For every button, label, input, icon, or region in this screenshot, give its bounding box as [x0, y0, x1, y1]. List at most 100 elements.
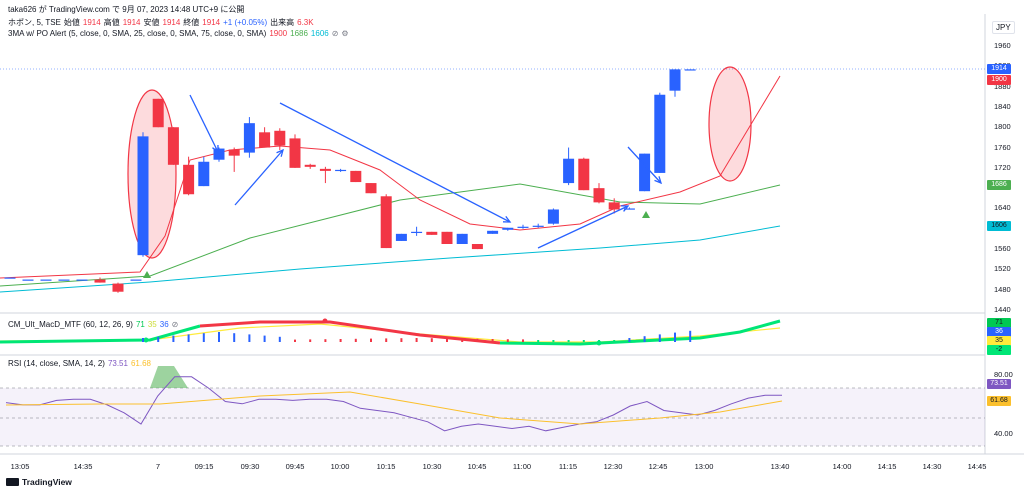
macd-value-3: 36: [159, 320, 169, 329]
candle-body: [654, 94, 666, 173]
candle-body: [623, 208, 635, 210]
candle-body: [167, 127, 179, 165]
macd-histogram-bar: [461, 338, 464, 342]
time-tick-label: 11:00: [512, 462, 532, 471]
time-tick-label: 14:15: [877, 462, 897, 471]
candle-body: [395, 233, 407, 241]
macd-histogram-bar: [172, 335, 175, 342]
alert-triangle: [143, 271, 151, 278]
candle-body: [487, 230, 499, 234]
rsi-legend[interactable]: RSI (14, close, SMA, 14, 2) 73.51 61.68: [8, 359, 151, 368]
high-value: 1914: [122, 18, 141, 27]
candle-body: [578, 158, 590, 191]
macd-histogram-bar: [202, 333, 205, 342]
macd-line: [499, 319, 781, 346]
time-tick-label: 10:00: [330, 462, 350, 471]
rsi-line: [5, 376, 782, 432]
price-tick-label: 1880: [994, 81, 1011, 91]
time-tick-label: 14:35: [73, 462, 93, 471]
candle-body: [547, 209, 559, 224]
time-tick-label: 10:30: [422, 462, 442, 471]
macd-indicator-label[interactable]: CM_Ult_MacD_MTF (60, 12, 26, 9): [8, 320, 133, 329]
footer-brand[interactable]: TradingView: [6, 477, 72, 487]
publish-line: taka626 が TradingView.com で 9月 07, 2023 …: [8, 5, 245, 14]
candle-body: [22, 279, 34, 281]
ma-legend[interactable]: 3MA w/ PO Alert (5, close, 0, SMA, 25, c…: [8, 29, 349, 38]
candle-body: [152, 98, 164, 128]
time-tick-label: 09:30: [240, 462, 260, 471]
candle-body: [502, 227, 514, 230]
macd-histogram-bar: [446, 338, 448, 342]
macd-legend[interactable]: CM_Ult_MacD_MTF (60, 12, 26, 9) 71 35 36…: [8, 320, 178, 329]
macd-histogram-bar: [142, 338, 144, 342]
candle-body: [137, 136, 149, 256]
candle-body: [669, 69, 681, 91]
hide-indicator-icon[interactable]: ⊘: [331, 29, 339, 38]
time-tick-label: 13:40: [770, 462, 790, 471]
candle-body: [532, 225, 544, 227]
last-price-badge: 1914: [987, 64, 1011, 74]
candle-body: [228, 149, 240, 156]
rsi-indicator-label[interactable]: RSI (14, close, SMA, 14, 2): [8, 359, 105, 368]
ma2-price-badge: 1686: [987, 180, 1011, 190]
price-tick-label: 1440: [994, 305, 1011, 314]
symbol-name[interactable]: ホポン, 5, TSE: [8, 18, 61, 27]
macd-histogram-bar: [324, 339, 327, 342]
macd-histogram-bar: [218, 332, 220, 342]
macd-histogram-bar: [263, 335, 266, 342]
low-label: 安値: [143, 18, 160, 27]
time-tick-label: 10:45: [467, 462, 487, 471]
time-tick-label: 12:45: [648, 462, 668, 471]
candle-body: [684, 69, 696, 71]
rsi-axis-80: 80.00: [994, 370, 1013, 379]
macd-histogram-bar: [491, 339, 494, 342]
currency-label[interactable]: JPY: [992, 21, 1015, 34]
ma3-line: [0, 225, 781, 293]
macd-histogram-bar: [598, 340, 600, 342]
ma2-line: [0, 183, 781, 287]
ma2-value: 1686: [290, 29, 308, 38]
time-tick-label: 14:45: [967, 462, 987, 471]
time-tick-label: 13:05: [10, 462, 30, 471]
candle-body: [40, 279, 52, 281]
symbol-legend[interactable]: ホポン, 5, TSE 始値 1914 高値 1914 安値 1914 終値 1914 …: [8, 17, 314, 28]
price-tick-label: 1480: [994, 284, 1011, 294]
candle-body: [517, 226, 529, 228]
ma1-price-badge: 1900: [987, 75, 1011, 85]
macd-histogram-bar: [294, 339, 296, 342]
candle-body: [441, 231, 453, 244]
macd-histogram-bar: [309, 339, 312, 342]
macd-histogram-bar: [658, 334, 661, 342]
trend-arrow: [234, 149, 284, 206]
candle-body: [94, 279, 106, 283]
price-tick-label: 1560: [994, 244, 1011, 254]
rsi-axis-40: 40.00: [994, 429, 1013, 438]
trend-arrow: [627, 146, 662, 184]
rsi-overbought-fill: [150, 366, 188, 388]
hide-macd-icon[interactable]: ⊘: [171, 320, 179, 329]
macd-cross-dot: [322, 318, 328, 324]
volume-value: 6.3K: [297, 18, 314, 27]
candle-body: [243, 123, 255, 153]
macd-histogram-bar: [430, 338, 433, 342]
price-tick-label: 1720: [994, 162, 1011, 172]
open-label: 始値: [63, 18, 80, 27]
price-tick-label: 1840: [994, 101, 1011, 111]
macd-histogram-bar: [552, 340, 555, 342]
settings-icon[interactable]: ⚙: [341, 29, 349, 38]
macd-histogram-bar: [415, 338, 418, 342]
candle-body: [411, 231, 423, 234]
macd-histogram-bar: [674, 332, 676, 342]
candle-body: [471, 244, 483, 250]
tradingview-logo-icon: [6, 478, 19, 486]
trend-arrow: [279, 102, 511, 223]
close-label: 終値: [183, 18, 200, 27]
ma-indicator-label[interactable]: 3MA w/ PO Alert (5, close, 0, SMA, 25, c…: [8, 29, 267, 38]
time-tick-label: 14:00: [832, 462, 852, 471]
macd-histogram-bar: [339, 339, 342, 342]
rsi-ma-value: 61.68: [130, 359, 151, 368]
time-tick-label: 11:15: [558, 462, 578, 471]
candle-body: [58, 279, 70, 281]
macd-line: [199, 320, 501, 345]
